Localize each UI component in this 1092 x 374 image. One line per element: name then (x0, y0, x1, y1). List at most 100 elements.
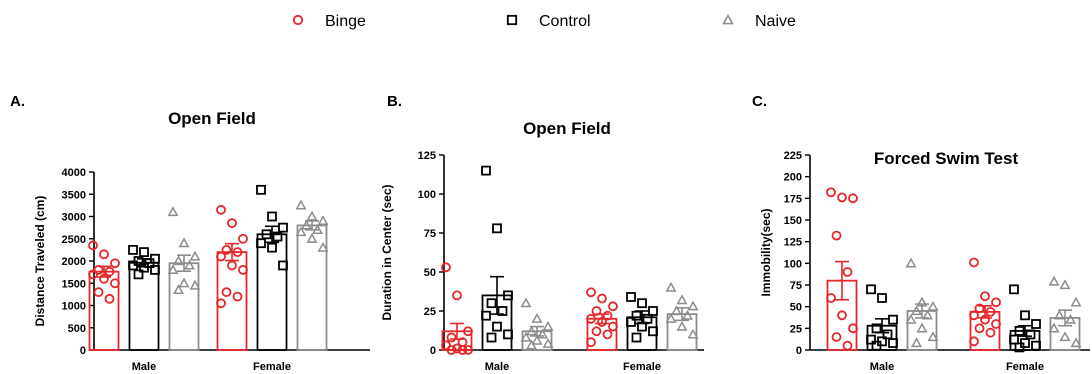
data-point-binge (985, 306, 996, 317)
data-point-binge (831, 230, 842, 241)
y-tick-label: 0 (796, 345, 802, 357)
data-point-control (648, 326, 658, 337)
data-point-naive (1070, 337, 1082, 348)
data-point-naive (665, 313, 677, 323)
panel-forced-swim-test: C. Forced Swim Test Immobility(sec) 0 25 50 75… (752, 93, 1090, 373)
data-point-naive (687, 300, 699, 311)
data-point-binge (99, 273, 109, 284)
data-point-naive (542, 338, 554, 348)
data-point-binge (88, 269, 98, 280)
data-point-control (642, 313, 653, 324)
data-point-control (631, 332, 642, 343)
data-point-binge (848, 193, 858, 204)
y-tick-label: 100 (418, 189, 436, 201)
data-point-binge (216, 204, 226, 215)
y-tick-label: 3500 (62, 189, 86, 201)
data-point-control (503, 329, 513, 340)
data-point-binge (457, 345, 468, 355)
data-point-naive (295, 199, 307, 210)
data-point-naive (306, 233, 318, 243)
data-point-control (1014, 326, 1025, 336)
legend-marker-naive (722, 13, 734, 25)
data-point-binge (110, 258, 120, 269)
y-tick-label: 3000 (62, 212, 86, 224)
data-point-control (267, 211, 277, 222)
data-point-naive (167, 264, 179, 275)
chart-title: Forced Swim Test (874, 149, 1019, 168)
data-point-binge (221, 287, 232, 298)
panel-open-field-center: B. Open Field Duration in Center (sec) 0 25 5… (380, 93, 704, 373)
y-tick-label: 1000 (62, 301, 86, 313)
data-point-naive (687, 328, 699, 339)
y-tick-label: 4000 (62, 167, 86, 179)
data-point-binge (446, 332, 457, 343)
data-point-naive (167, 206, 179, 217)
data-point-binge (441, 262, 451, 273)
data-point-naive (189, 250, 201, 261)
data-point-naive (676, 320, 688, 331)
chart-title: Open Field (523, 119, 611, 138)
data-point-binge (608, 321, 618, 332)
data-point-control (267, 242, 277, 253)
data-point-control (139, 262, 149, 273)
data-point-naive (911, 305, 922, 316)
data-point-binge (586, 287, 596, 298)
data-point-naive (542, 320, 554, 331)
data-point-binge (452, 290, 462, 301)
data-point-binge (826, 187, 836, 198)
data-point-naive (1054, 309, 1065, 320)
data-point-control (882, 329, 893, 340)
data-point-naive (306, 210, 318, 221)
legend-label-binge: Binge (325, 13, 366, 30)
y-axis-label: Immobility(sec) (759, 208, 773, 296)
data-point-naive (312, 224, 323, 234)
data-point-naive (1048, 322, 1060, 333)
x-tick-label: Female (253, 361, 291, 373)
data-point-control (272, 231, 283, 242)
legend-marker-binge (292, 14, 304, 26)
data-point-binge (602, 329, 613, 340)
data-point-control (877, 293, 887, 303)
y-axis-label: Duration in Center (sec) (380, 184, 394, 320)
data-point-naive (905, 313, 917, 324)
data-point-binge (597, 293, 607, 304)
data-point-binge (463, 345, 473, 355)
data-point-binge (974, 303, 985, 314)
data-point-binge (985, 327, 996, 338)
data-point-naive (189, 279, 201, 290)
data-point-control (1009, 284, 1019, 295)
data-point-naive (911, 337, 922, 348)
x-tick-label: Male (485, 361, 509, 373)
data-point-control (256, 238, 266, 249)
data-point-binge (980, 291, 990, 302)
data-point-control (256, 184, 266, 195)
data-point-binge (586, 313, 596, 324)
data-point-control (626, 317, 636, 327)
data-point-control (481, 310, 491, 321)
data-point-binge (608, 301, 618, 312)
data-point-naive (1048, 275, 1060, 286)
y-axis-label: Distance Traveled (cm) (33, 196, 47, 327)
data-point-binge (848, 323, 858, 334)
data-point-naive (520, 297, 532, 308)
data-point-binge (969, 336, 979, 347)
data-point-binge (446, 345, 457, 355)
y-tick-label: 100 (784, 258, 802, 270)
data-point-binge (216, 251, 226, 262)
data-point-control (1031, 319, 1041, 329)
y-tick-label: 75 (424, 228, 436, 240)
data-point-binge (602, 310, 613, 321)
data-point-control (133, 269, 144, 280)
data-point-binge (842, 340, 853, 351)
y-tick-label: 225 (784, 150, 802, 162)
y-tick-label: 2500 (62, 234, 86, 246)
data-point-binge (991, 297, 1001, 308)
data-point-binge (591, 306, 602, 316)
x-tick-label: Male (870, 361, 894, 373)
data-point-binge (837, 192, 847, 203)
data-point-naive (526, 325, 537, 336)
data-point-binge (88, 240, 98, 251)
data-point-control (888, 314, 898, 325)
data-point-naive (922, 309, 933, 320)
data-point-naive (173, 284, 184, 295)
